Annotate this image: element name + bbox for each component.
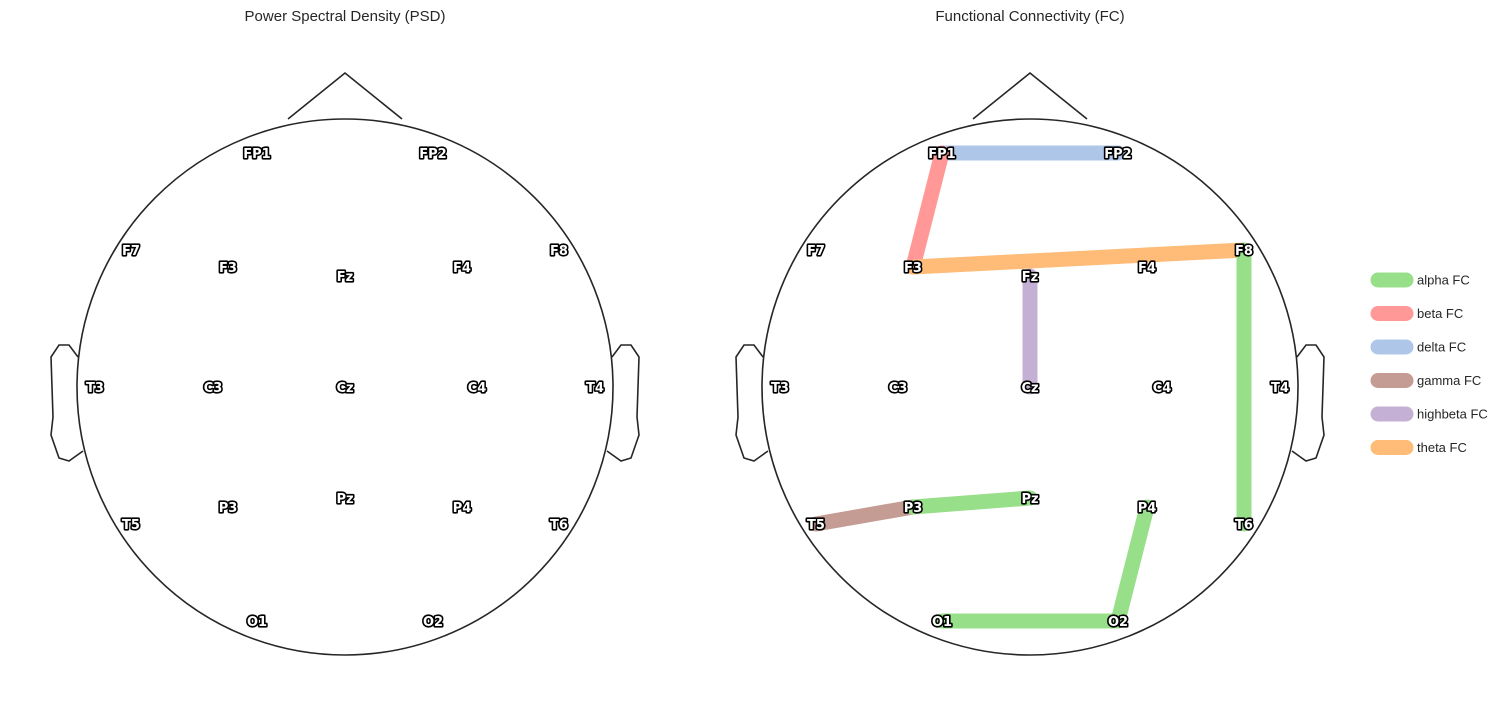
fc-electrode-pz: Pz (1021, 492, 1038, 507)
psd-electrode-labels: FP1 FP2 F7 F3 Fz F4 F8 T3 C3 Cz C4 T4 T5 P3 Pz P4 T6 O1 O2 (84, 145, 605, 631)
psd-electrode-cz: Cz (336, 381, 353, 396)
fc-connection-lines (808, 145, 1252, 629)
psd-electrode-p4: P4 (453, 501, 472, 516)
fc-electrode-fp2: FP2 (1104, 147, 1131, 162)
psd-electrode-p3: P3 (219, 501, 238, 516)
psd-electrode-o2: O2 (423, 615, 443, 630)
psd-electrode-t3: T3 (86, 381, 104, 396)
fc-line-fp1-f3 (905, 145, 950, 275)
fc-line-t5-p3 (808, 499, 921, 532)
fc-electrode-f4: F4 (1138, 261, 1156, 276)
fc-line-p3-pz (905, 490, 1038, 515)
fc-electrode-fz: Fz (1022, 270, 1038, 285)
legend-label-theta: theta FC (1417, 440, 1467, 455)
fc-legend: alpha FC beta FC delta FC gamma FC highbeta … (1370, 272, 1488, 455)
psd-electrode-f7: F7 (122, 244, 140, 259)
fc-electrode-c4: C4 (1153, 381, 1172, 396)
fc-electrode-labels: FP1 FP2 F7 F3 Fz F4 F8 T3 C3 Cz C4 T4 T5 P3 Pz P4 T6 O1 O2 (769, 145, 1290, 631)
fc-electrode-c3: C3 (889, 381, 908, 396)
legend-label-delta: delta FC (1417, 340, 1466, 355)
psd-electrode-fp2: FP2 (419, 147, 446, 162)
psd-electrode-t6: T6 (550, 518, 568, 533)
psd-electrode-fp1: FP1 (243, 147, 270, 162)
fc-electrode-f8: F8 (1235, 244, 1253, 259)
fc-head-outline (735, 71, 1325, 656)
fc-electrode-f3: F3 (904, 261, 922, 276)
fc-line-f3-f8 (905, 242, 1252, 275)
psd-electrode-f8: F8 (550, 244, 568, 259)
psd-electrode-f3: F3 (219, 261, 237, 276)
fc-electrode-t6: T6 (1235, 518, 1253, 533)
fc-electrode-p3: P3 (904, 501, 923, 516)
psd-electrode-t4: T4 (586, 381, 604, 396)
fc-electrode-t5: T5 (807, 518, 825, 533)
fc-electrode-o2: O2 (1108, 615, 1128, 630)
fc-electrode-fp1: FP1 (928, 147, 955, 162)
psd-electrode-o1: O1 (247, 615, 267, 630)
fc-electrode-f7: F7 (807, 244, 825, 259)
fc-electrode-p4: P4 (1138, 501, 1157, 516)
psd-electrode-c4: C4 (468, 381, 487, 396)
fc-panel-title: Functional Connectivity (FC) (935, 8, 1125, 25)
legend-label-gamma: gamma FC (1417, 373, 1481, 388)
psd-electrode-c3: C3 (204, 381, 223, 396)
psd-electrode-pz: Pz (336, 492, 353, 507)
fc-line-p4-o2 (1110, 499, 1155, 629)
psd-electrode-f4: F4 (453, 261, 471, 276)
legend-label-beta: beta FC (1417, 306, 1463, 321)
legend-label-highbeta: highbeta FC (1417, 407, 1488, 422)
fc-electrode-cz: Cz (1021, 381, 1038, 396)
fc-electrode-t3: T3 (771, 381, 789, 396)
legend-label-alpha: alpha FC (1417, 273, 1470, 288)
psd-electrode-t5: T5 (122, 518, 140, 533)
psd-head-outline (50, 71, 640, 656)
fc-electrode-o1: O1 (932, 615, 952, 630)
psd-electrode-fz: Fz (337, 270, 353, 285)
psd-panel-title: Power Spectral Density (PSD) (244, 8, 446, 25)
fc-electrode-t4: T4 (1271, 381, 1289, 396)
